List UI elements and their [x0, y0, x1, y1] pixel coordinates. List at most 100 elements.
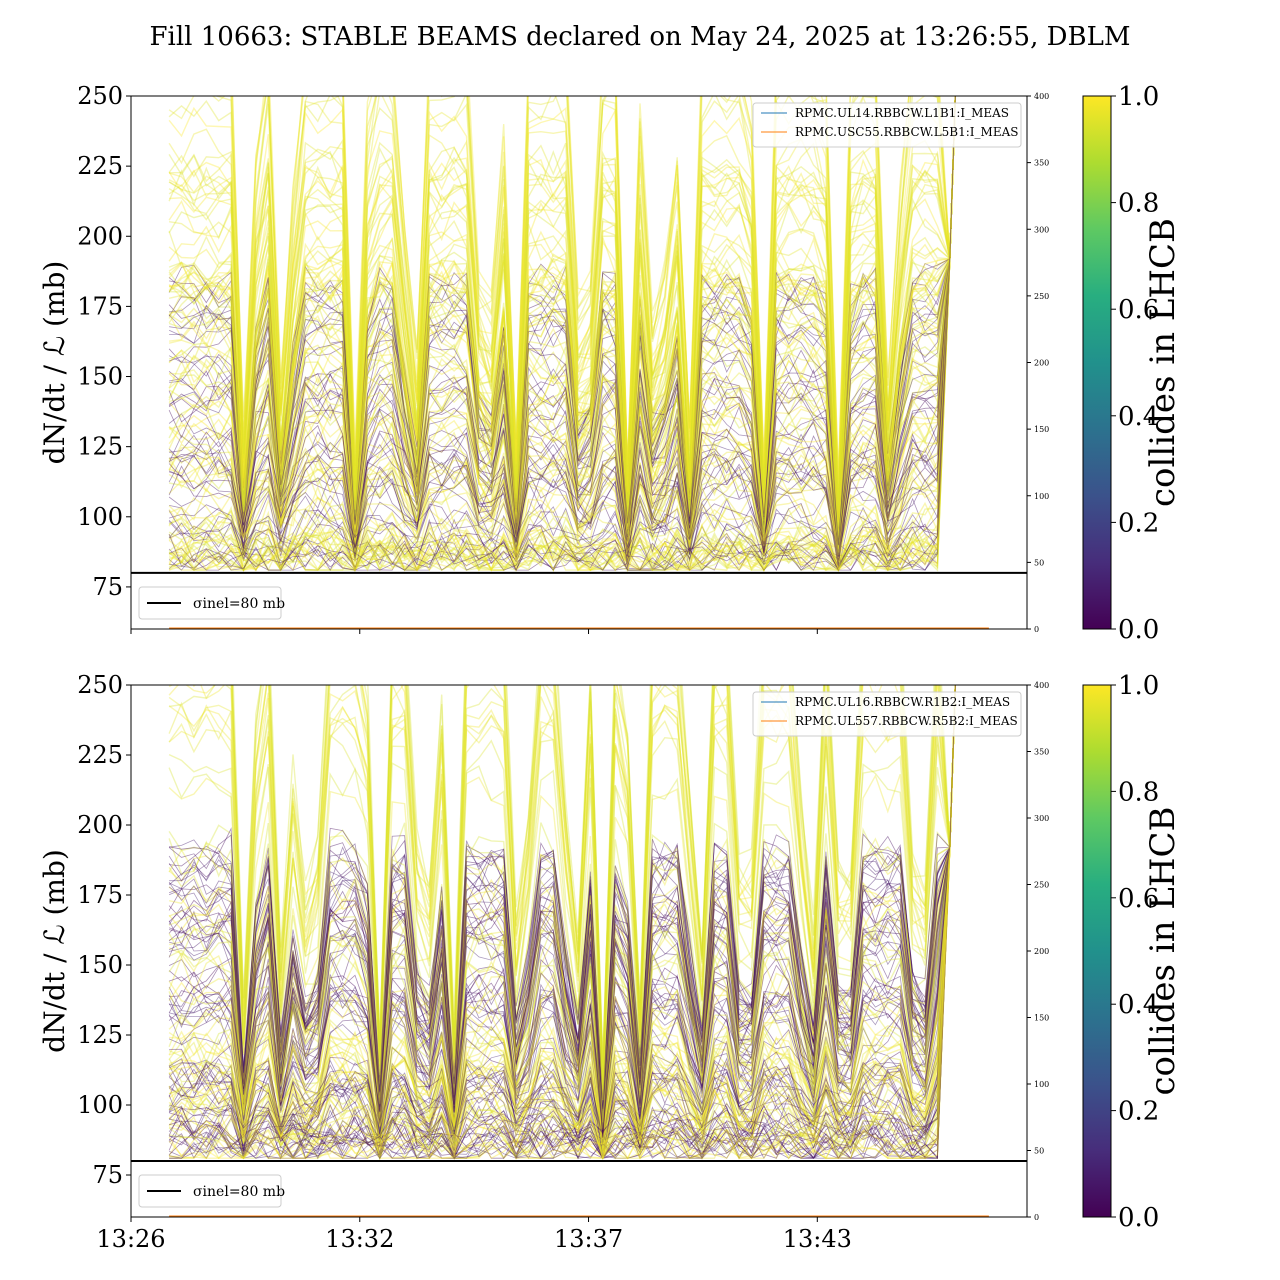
trace: [168, 96, 956, 571]
trace: [169, 96, 957, 554]
legend-box: [138, 586, 282, 620]
ytick-label: 175: [77, 292, 123, 320]
trace: [168, 685, 956, 1155]
trace: [168, 685, 956, 1110]
trace: [231, 96, 957, 473]
trace: [168, 96, 957, 572]
trace: [168, 96, 957, 528]
trace: [168, 685, 957, 1149]
trace: [168, 685, 956, 1160]
trace: [168, 96, 957, 530]
trace: [168, 96, 957, 572]
trace: [168, 685, 957, 1101]
trace: [169, 96, 957, 519]
trace: [168, 685, 956, 1121]
trace: [168, 96, 957, 558]
trace: [168, 96, 957, 522]
trace: [168, 96, 957, 572]
trace: [168, 685, 957, 1160]
ytick-label: 125: [77, 433, 123, 461]
trace: [168, 685, 956, 1159]
trace: [168, 96, 957, 537]
trace: [168, 685, 957, 1136]
colorbar-gradient: [1082, 95, 1112, 630]
colorbar-tick-label: 0.8: [1118, 777, 1159, 807]
trace: [169, 685, 956, 1135]
trace: [168, 685, 956, 1135]
trace: [229, 96, 957, 495]
trace: [168, 96, 957, 525]
figure-title: Fill 10663: STABLE BEAMS declared on May…: [150, 22, 1131, 52]
trace: [168, 685, 957, 1086]
trace: [168, 96, 957, 572]
colorbar-tick-label: 0.6: [1118, 295, 1159, 325]
trace: [169, 685, 956, 1160]
trace: [168, 685, 956, 1110]
legend-entry: RPMC.UL16.RBBCW.R1B2:I_MEAS: [795, 695, 1010, 709]
xtick-label: 13:32: [325, 1225, 394, 1253]
trace: [168, 685, 957, 1160]
trace: [168, 685, 956, 1121]
y2tick-label: 250: [1034, 881, 1049, 890]
trace: [168, 685, 956, 1135]
trace: [168, 96, 957, 572]
trace: [169, 685, 957, 1160]
y2tick-label: 250: [1034, 292, 1049, 301]
trace: [168, 96, 956, 572]
trace: [168, 96, 957, 531]
trace: [169, 96, 956, 571]
y-axis-label: dN/dt / ℒ (mb): [38, 261, 71, 465]
data-traces: [168, 685, 957, 1161]
trace: [168, 685, 957, 1089]
trace: [168, 96, 957, 569]
trace: [168, 685, 956, 1135]
colorbar: 0.0 0.2 0.4 0.6 0.8 1.0 collides in LHCB: [1082, 82, 1183, 645]
trace: [168, 685, 957, 1160]
trace: [168, 685, 957, 1067]
trace: [168, 96, 957, 562]
trace: [168, 96, 957, 517]
trace: [168, 96, 957, 542]
y2tick-label: 150: [1034, 425, 1049, 434]
trace: [168, 685, 956, 1159]
trace: [168, 96, 957, 566]
trace: [168, 96, 957, 524]
trace: [168, 685, 957, 1161]
trace: [169, 685, 956, 1128]
trace: [168, 685, 957, 1159]
trace: [169, 685, 956, 1101]
y2tick-label: 150: [1034, 1014, 1049, 1023]
legend-entry: RPMC.UL14.RBBCW.L1B1:I_MEAS: [795, 106, 1009, 120]
trace: [169, 96, 956, 557]
trace: [168, 96, 956, 559]
trace: [168, 685, 956, 1123]
trace: [168, 96, 957, 553]
y2tick-label: 300: [1034, 225, 1049, 234]
legend-box: [752, 691, 1022, 737]
trace: [168, 96, 957, 558]
trace: [168, 96, 957, 571]
trace: [168, 685, 957, 1143]
colorbar: 0.0 0.2 0.4 0.6 0.8 1.0 collides in LHCB: [1082, 671, 1183, 1233]
trace: [168, 96, 957, 537]
trace: [168, 685, 956, 1160]
ytick-label: 250: [77, 671, 123, 699]
trace: [168, 96, 957, 573]
trace: [168, 96, 957, 534]
trace: [168, 685, 956, 1125]
trace: [168, 96, 956, 572]
xtick-label: 13:43: [783, 1225, 852, 1253]
trace: [168, 685, 956, 1160]
trace: [168, 685, 957, 1138]
series-legend: RPMC.UL16.RBBCW.R1B2:I_MEAS RPMC.UL557.RB…: [752, 691, 1022, 737]
colorbar-tick-label: 0.8: [1118, 189, 1159, 219]
trace: [168, 96, 956, 572]
legend-entry: RPMC.UL557.RBBCW.R5B2:I_MEAS: [795, 714, 1018, 728]
trace: [168, 685, 956, 1151]
colorbar-tick-label: 1.0: [1118, 671, 1159, 701]
trace: [168, 96, 957, 507]
trace: [168, 685, 956, 1134]
trace: [168, 685, 956, 1137]
ytick-label: 225: [77, 152, 123, 180]
y2tick-label: 200: [1034, 947, 1049, 956]
